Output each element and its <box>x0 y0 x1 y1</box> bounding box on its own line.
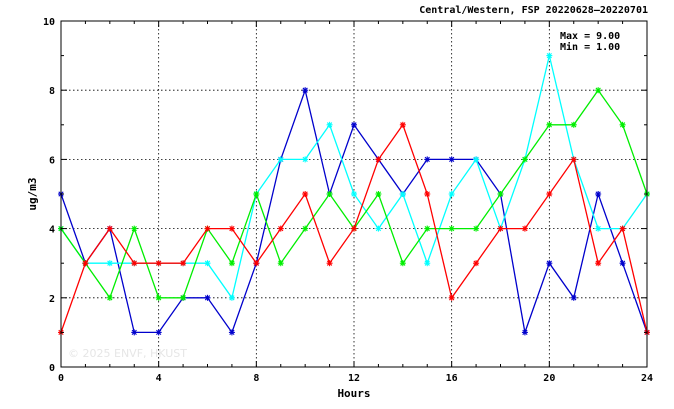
data-point <box>326 260 333 267</box>
data-point <box>351 121 357 128</box>
data-point <box>473 156 480 163</box>
chart-title: Central/Western, FSP 20220628–20220701 <box>419 5 648 16</box>
y-tick-label: 4 <box>49 225 55 236</box>
data-point <box>595 87 602 94</box>
data-point <box>106 260 113 267</box>
data-point <box>155 260 162 267</box>
data-point <box>351 225 357 232</box>
y-tick-label: 8 <box>49 86 55 97</box>
data-point <box>570 294 577 301</box>
x-tick-label: 0 <box>58 373 64 384</box>
data-point <box>570 156 577 163</box>
data-point <box>595 260 602 267</box>
data-point <box>106 225 113 232</box>
data-point <box>180 294 187 301</box>
data-point <box>82 260 89 267</box>
data-point <box>424 191 431 197</box>
data-point <box>302 225 309 232</box>
data-point <box>448 191 455 197</box>
series-layer <box>58 52 650 336</box>
x-tick-label: 16 <box>446 373 458 384</box>
data-point <box>277 225 284 232</box>
data-point <box>277 260 284 267</box>
data-point <box>619 225 626 232</box>
data-point <box>253 260 260 267</box>
data-point <box>228 260 235 267</box>
data-point <box>131 260 138 267</box>
data-point <box>253 191 260 197</box>
data-point <box>228 225 235 232</box>
data-point <box>375 191 382 197</box>
data-point <box>204 294 211 301</box>
data-point <box>326 121 333 128</box>
data-point <box>448 294 455 301</box>
data-point <box>595 225 602 232</box>
data-point <box>131 329 138 336</box>
data-point <box>497 191 504 197</box>
data-point <box>228 329 235 336</box>
data-point <box>228 294 235 301</box>
data-point <box>546 260 553 267</box>
watermark: © 2025 ENVF, HKUST <box>68 347 187 360</box>
min-label: Min = 1.00 <box>560 41 620 53</box>
data-point <box>521 225 528 232</box>
x-tick-label: 20 <box>543 373 555 384</box>
data-point <box>399 121 406 128</box>
data-point <box>375 225 382 232</box>
data-point <box>351 191 357 197</box>
data-point <box>424 156 431 163</box>
x-tick-label: 12 <box>348 373 360 384</box>
data-point <box>546 52 553 59</box>
data-point <box>619 121 626 128</box>
y-axis-label: ug/m3 <box>26 177 39 210</box>
data-point <box>399 191 406 197</box>
x-tick-label: 4 <box>156 373 162 384</box>
x-axis-label: Hours <box>337 387 370 400</box>
data-point <box>326 191 333 197</box>
data-point <box>302 87 309 94</box>
data-point <box>570 121 577 128</box>
data-point <box>546 121 553 128</box>
data-point <box>546 191 553 197</box>
data-point <box>619 260 626 267</box>
data-point <box>155 294 162 301</box>
x-tick-label: 8 <box>253 373 259 384</box>
max-label: Max = 9.00 <box>560 31 620 42</box>
data-point <box>375 156 382 163</box>
y-tick-label: 6 <box>49 155 55 166</box>
y-tick-label: 0 <box>49 363 55 374</box>
data-point <box>424 260 431 267</box>
data-point <box>595 191 602 197</box>
data-point <box>204 225 211 232</box>
data-point <box>448 225 455 232</box>
y-tick-label: 10 <box>43 17 55 28</box>
x-tick-label: 24 <box>641 373 653 384</box>
data-point <box>302 191 309 197</box>
data-point <box>155 329 162 336</box>
data-point <box>180 260 187 267</box>
y-tick-label: 2 <box>49 294 55 305</box>
data-point <box>473 260 480 267</box>
data-point <box>399 260 406 267</box>
data-point <box>131 225 138 232</box>
data-point <box>204 260 211 267</box>
data-point <box>277 156 284 163</box>
data-point <box>424 225 431 232</box>
data-point <box>473 225 480 232</box>
data-point <box>521 329 528 336</box>
data-point <box>497 225 504 232</box>
data-point <box>448 156 455 163</box>
data-point <box>521 156 528 163</box>
data-point <box>106 294 113 301</box>
data-point <box>302 156 309 163</box>
